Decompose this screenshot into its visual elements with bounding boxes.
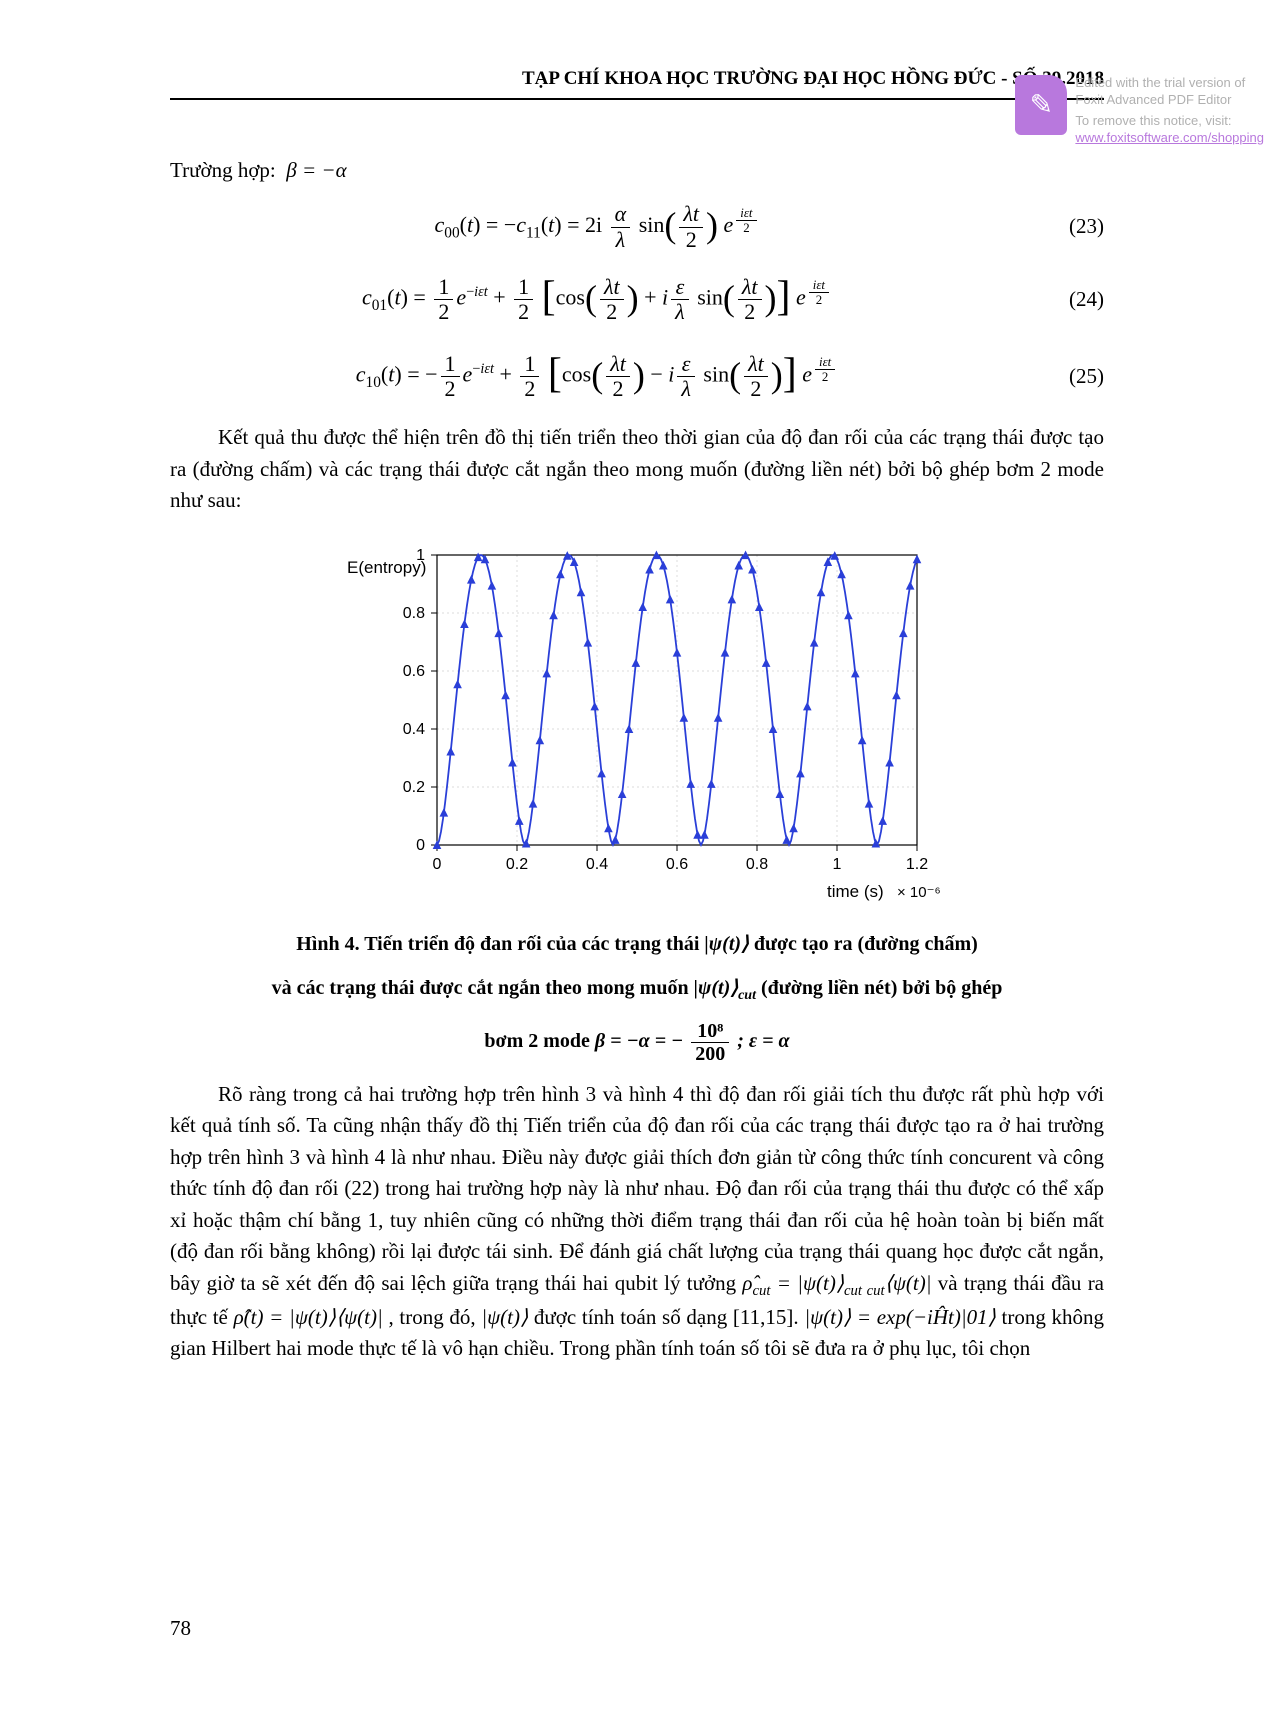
para2-c: , trong đó, bbox=[388, 1305, 481, 1329]
watermark-line1: Edited with the trial version of bbox=[1075, 75, 1264, 92]
svg-text:0.2: 0.2 bbox=[506, 856, 528, 873]
eq25-number: (25) bbox=[1024, 361, 1104, 393]
page-content: Trường hợp: β = −α c00(t) = −c11(t) = 2i… bbox=[170, 155, 1104, 1365]
figure-4-caption-line1: Hình 4. Tiến triển độ đan rối của các tr… bbox=[170, 929, 1104, 959]
watermark-link[interactable]: www.foxitsoftware.com/shopping bbox=[1075, 130, 1264, 145]
psi-t-ket: |ψ(t)⟩ bbox=[481, 1305, 528, 1329]
eq25-body: c10(t) = −12e−iεt + 12 [cos(λt2) − iελ s… bbox=[170, 345, 1024, 408]
fig4-psi-cut: |ψ(t)⟩cut bbox=[694, 977, 756, 999]
watermark-text: Edited with the trial version of Foxit A… bbox=[1075, 75, 1264, 147]
equation-25: c10(t) = −12e−iεt + 12 [cos(λt2) − iελ s… bbox=[170, 345, 1104, 408]
fig4-params-b: ; ε = α bbox=[737, 1030, 789, 1052]
svg-text:0.4: 0.4 bbox=[403, 721, 425, 738]
rho-eq: ρ̂(t) = |ψ(t)⟩⟨ψ(t)| bbox=[234, 1305, 383, 1329]
eq24-body: c01(t) = 12e−iεt + 12 [cos(λt2) + iελ si… bbox=[170, 268, 1024, 331]
equation-24: c01(t) = 12e−iεt + 12 [cos(λt2) + iελ si… bbox=[170, 268, 1104, 331]
fig4-frac-num: 10⁸ bbox=[697, 1020, 723, 1042]
fig4-psi: |ψ(t)⟩ bbox=[704, 933, 748, 955]
rho-cut-eq: ρ̂cut = |ψ(t)⟩cut cut⟨ψ(t)| bbox=[742, 1271, 931, 1295]
svg-text:E(entropy): E(entropy) bbox=[347, 558, 426, 577]
fig4-caption-c: và các trạng thái được cắt ngắn theo mon… bbox=[272, 977, 694, 999]
eq23-body: c00(t) = −c11(t) = 2i αλ sin(λt2) eiεt2 bbox=[170, 200, 1024, 254]
para2-d: được tính toán số dạng [11,15]. bbox=[534, 1305, 804, 1329]
svg-text:× 10⁻⁶: × 10⁻⁶ bbox=[897, 884, 941, 901]
svg-text:0.4: 0.4 bbox=[586, 856, 608, 873]
svg-text:0.6: 0.6 bbox=[403, 663, 425, 680]
figure-4-caption-line3: bơm 2 mode β = −α = − 10⁸200 ; ε = α bbox=[170, 1020, 1104, 1065]
svg-text:0.2: 0.2 bbox=[403, 779, 425, 796]
svg-text:time (s): time (s) bbox=[827, 882, 884, 901]
paragraph-2: Rõ ràng trong cả hai trường hợp trên hìn… bbox=[170, 1079, 1104, 1365]
case-formula: β = −α bbox=[286, 158, 346, 182]
eq23-number: (23) bbox=[1024, 211, 1104, 243]
svg-text:0.6: 0.6 bbox=[666, 856, 688, 873]
para2-a: Rõ ràng trong cả hai trường hợp trên hìn… bbox=[170, 1082, 1104, 1295]
svg-text:1.2: 1.2 bbox=[906, 856, 928, 873]
watermark-line2: Foxit Advanced PDF Editor bbox=[1075, 92, 1264, 109]
journal-header: TẠP CHÍ KHOA HỌC TRƯỜNG ĐẠI HỌC HỒNG ĐỨC… bbox=[170, 65, 1104, 100]
eq24-number: (24) bbox=[1024, 284, 1104, 316]
watermark-line3: To remove this notice, visit: bbox=[1075, 113, 1264, 130]
svg-text:0.8: 0.8 bbox=[403, 605, 425, 622]
svg-text:0: 0 bbox=[433, 856, 442, 873]
equation-23: c00(t) = −c11(t) = 2i αλ sin(λt2) eiεt2 … bbox=[170, 200, 1104, 254]
svg-text:0: 0 bbox=[416, 837, 425, 854]
fig4-caption-b: được tạo ra (đường chấm) bbox=[754, 933, 978, 955]
entropy-chart-svg: 00.20.40.60.811.200.20.40.60.81E(entropy… bbox=[327, 535, 947, 915]
pencil-icon: ✎ bbox=[1030, 84, 1053, 126]
fig4-caption-a: Hình 4. Tiến triển độ đan rối của các tr… bbox=[296, 933, 704, 955]
figure-4-caption-line2: và các trạng thái được cắt ngắn theo mon… bbox=[170, 973, 1104, 1006]
svg-text:0.8: 0.8 bbox=[746, 856, 768, 873]
fig4-caption-e: bơm 2 mode bbox=[484, 1030, 595, 1052]
psi-exp-eq: |ψ(t)⟩ = exp(−iĤt)|01⟩ bbox=[804, 1305, 996, 1329]
paragraph-1: Kết quả thu được thể hiện trên đồ thị ti… bbox=[170, 422, 1104, 517]
pdf-editor-watermark: ✎ Edited with the trial version of Foxit… bbox=[1015, 75, 1264, 147]
pdf-icon: ✎ bbox=[1015, 75, 1067, 135]
case-line: Trường hợp: β = −α bbox=[170, 155, 1104, 187]
page-number: 78 bbox=[170, 1613, 191, 1645]
svg-text:1: 1 bbox=[833, 856, 842, 873]
fig4-caption-d: (đường liền nét) bởi bộ ghép bbox=[761, 977, 1002, 999]
figure-4-chart: 00.20.40.60.811.200.20.40.60.81E(entropy… bbox=[170, 535, 1104, 915]
fig4-frac-den: 200 bbox=[695, 1043, 725, 1065]
fig4-params-a: β = −α = − bbox=[595, 1030, 683, 1052]
case-label: Trường hợp: bbox=[170, 158, 276, 182]
